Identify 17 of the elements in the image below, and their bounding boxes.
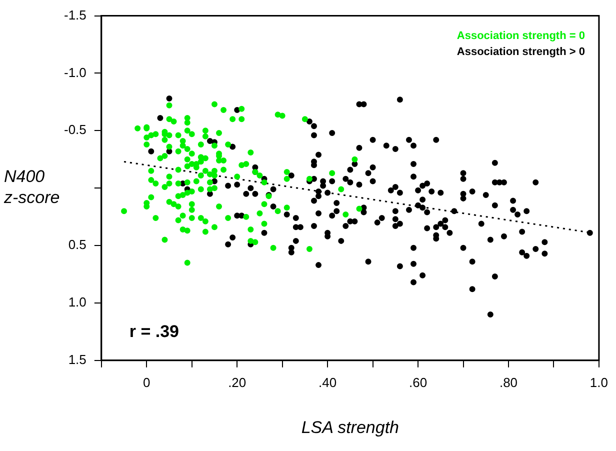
y-tick-label: 1.0 [68, 294, 86, 310]
x-tick-label: 0 [143, 374, 150, 390]
y-tick-label: -1.0 [64, 64, 86, 80]
y-tick-label: -0.5 [64, 122, 86, 138]
annotation: r = .39 [129, 322, 180, 342]
y-tick-label: 0.5 [68, 237, 86, 252]
y-tick-label: 1.5 [68, 352, 86, 367]
x-axis-title: LSA strength [300, 418, 400, 438]
text: Association strength > 0 [456, 44, 585, 60]
x-tick-label: .40 [318, 374, 337, 390]
x-tick-label: .20 [228, 374, 246, 390]
y-axis-title: N400 z-score [4, 167, 60, 208]
y-tick-label: -1.5 [64, 7, 86, 22]
x-tick-label: 1.0 [590, 374, 608, 390]
text: Association strength = 0 [456, 28, 585, 44]
x-tick-label: .60 [408, 374, 428, 390]
x-tick-label: .80 [499, 374, 518, 390]
